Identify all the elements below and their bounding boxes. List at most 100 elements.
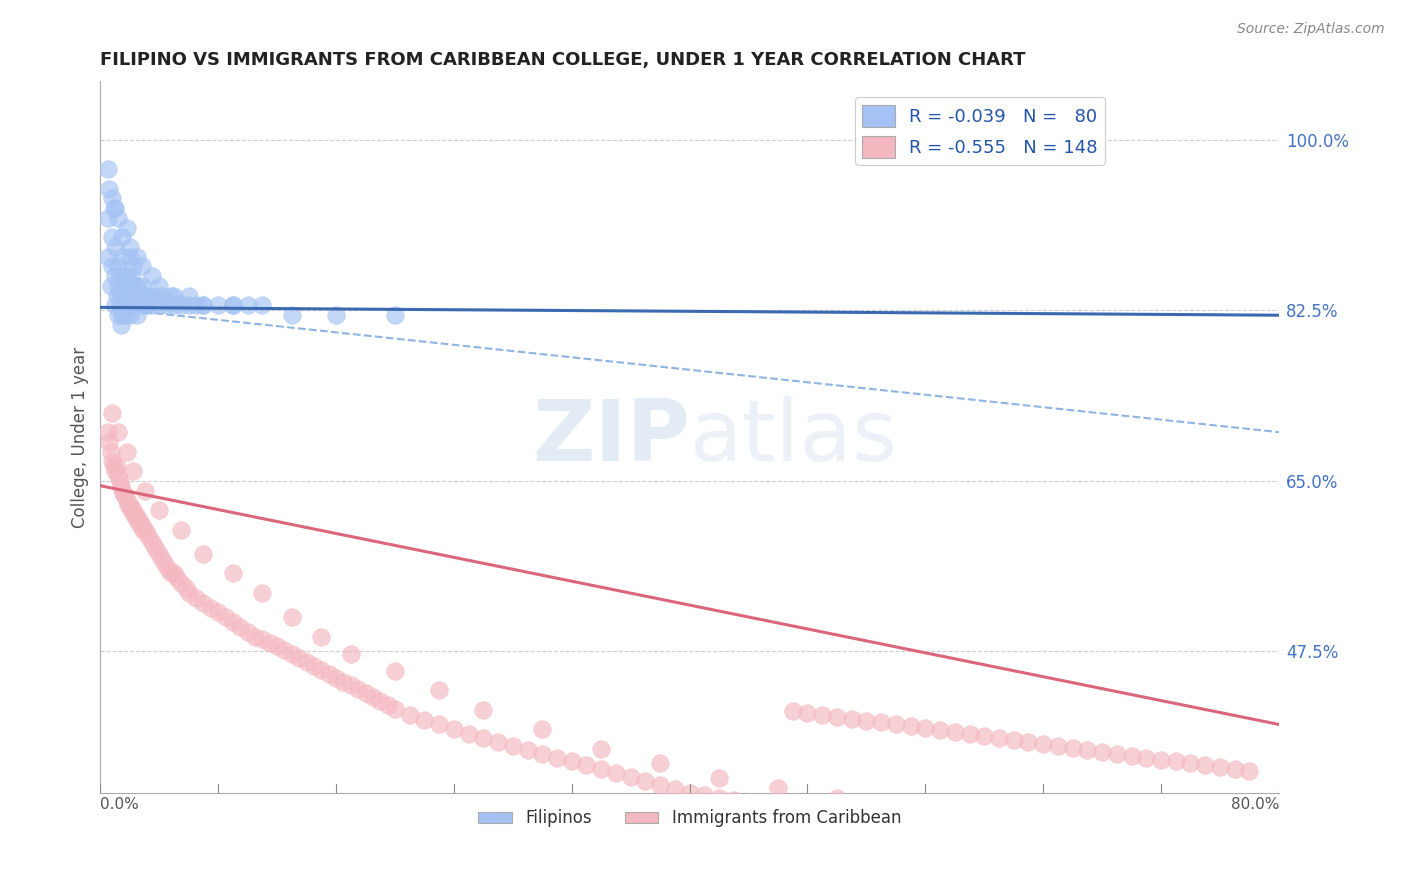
Point bbox=[125, 508, 148, 522]
Point bbox=[118, 250, 141, 264]
Point bbox=[141, 269, 163, 284]
Point bbox=[118, 498, 141, 512]
Point bbox=[131, 260, 153, 274]
Point bbox=[252, 632, 274, 646]
Point bbox=[139, 533, 162, 547]
Point bbox=[1076, 743, 1098, 757]
Point bbox=[132, 289, 155, 303]
Point bbox=[150, 289, 173, 303]
Point bbox=[546, 750, 568, 764]
Point bbox=[163, 289, 186, 303]
Point bbox=[1239, 764, 1261, 779]
Point bbox=[122, 298, 145, 312]
Point bbox=[207, 298, 229, 312]
Point bbox=[1194, 758, 1216, 772]
Point bbox=[127, 513, 149, 527]
Point bbox=[111, 230, 134, 244]
Point bbox=[135, 289, 157, 303]
Point bbox=[222, 298, 245, 312]
Point bbox=[252, 586, 274, 600]
Point bbox=[457, 727, 479, 741]
Point bbox=[129, 298, 152, 312]
Point bbox=[108, 298, 131, 312]
Point bbox=[943, 725, 966, 739]
Point bbox=[104, 269, 127, 284]
Point bbox=[118, 240, 141, 254]
Point bbox=[166, 571, 188, 585]
Point bbox=[707, 771, 730, 785]
Point bbox=[752, 797, 775, 812]
Point bbox=[104, 201, 127, 215]
Point bbox=[486, 735, 509, 749]
Point bbox=[1121, 748, 1143, 763]
Point bbox=[870, 715, 893, 730]
Point bbox=[236, 298, 259, 312]
Point bbox=[841, 712, 863, 726]
Point bbox=[157, 561, 180, 575]
Point bbox=[472, 731, 495, 745]
Point bbox=[170, 576, 193, 591]
Point bbox=[142, 537, 165, 551]
Point bbox=[100, 279, 122, 293]
Point bbox=[384, 308, 406, 322]
Point bbox=[105, 260, 128, 274]
Point bbox=[650, 778, 672, 792]
Point bbox=[737, 796, 759, 810]
Point bbox=[884, 717, 907, 731]
Point bbox=[103, 201, 125, 215]
Point bbox=[384, 702, 406, 716]
Point bbox=[222, 615, 245, 629]
Point bbox=[107, 425, 129, 439]
Point bbox=[1032, 737, 1054, 751]
Point bbox=[295, 655, 318, 669]
Point bbox=[128, 289, 150, 303]
Point bbox=[707, 790, 730, 805]
Point bbox=[160, 289, 183, 303]
Point bbox=[1135, 750, 1157, 764]
Point bbox=[229, 620, 252, 634]
Point bbox=[122, 508, 145, 522]
Point bbox=[193, 547, 215, 561]
Point bbox=[177, 586, 200, 600]
Point bbox=[156, 298, 179, 312]
Point bbox=[121, 503, 143, 517]
Point bbox=[115, 220, 138, 235]
Point bbox=[200, 600, 222, 615]
Point bbox=[108, 474, 131, 488]
Point bbox=[1017, 735, 1039, 749]
Point bbox=[101, 454, 124, 468]
Point bbox=[114, 488, 136, 502]
Point bbox=[384, 664, 406, 678]
Point bbox=[103, 459, 125, 474]
Point bbox=[302, 659, 325, 673]
Point bbox=[115, 298, 138, 312]
Point bbox=[311, 663, 333, 677]
Point bbox=[110, 318, 132, 332]
Point bbox=[97, 425, 120, 439]
Point bbox=[120, 269, 142, 284]
Point bbox=[110, 289, 132, 303]
Point bbox=[1105, 747, 1128, 761]
Text: ZIP: ZIP bbox=[531, 395, 689, 478]
Point bbox=[177, 289, 200, 303]
Point bbox=[107, 469, 129, 483]
Point bbox=[368, 694, 391, 708]
Point bbox=[259, 635, 281, 649]
Point bbox=[825, 709, 848, 723]
Point bbox=[121, 289, 143, 303]
Point bbox=[136, 298, 159, 312]
Point bbox=[634, 774, 657, 789]
Point bbox=[347, 682, 370, 697]
Point bbox=[413, 713, 436, 727]
Point bbox=[104, 240, 127, 254]
Point bbox=[354, 686, 377, 700]
Point bbox=[855, 714, 877, 728]
Point bbox=[973, 729, 995, 743]
Point bbox=[678, 786, 700, 800]
Point bbox=[143, 289, 166, 303]
Text: atlas: atlas bbox=[689, 395, 897, 478]
Point bbox=[561, 755, 583, 769]
Point bbox=[318, 666, 340, 681]
Point bbox=[193, 298, 215, 312]
Point bbox=[591, 762, 613, 776]
